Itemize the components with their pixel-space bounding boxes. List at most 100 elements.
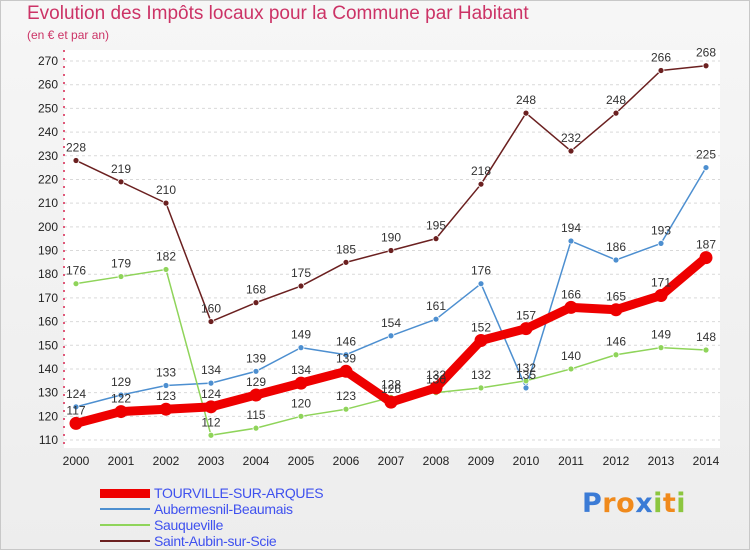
legend-label: Aubermesnil-Beaumais — [154, 501, 293, 517]
data-point — [207, 431, 215, 439]
data-point — [207, 379, 215, 387]
data-point — [702, 164, 710, 171]
data-label: 165 — [606, 290, 626, 304]
data-point — [702, 346, 710, 354]
data-point — [519, 322, 533, 336]
y-tick-label: 170 — [38, 291, 58, 305]
y-tick-label: 250 — [38, 101, 58, 115]
data-label: 228 — [66, 140, 86, 154]
chart-title: Evolution des Impôts locaux pour la Comm… — [27, 3, 529, 24]
data-label: 190 — [381, 231, 401, 245]
data-point — [657, 239, 665, 247]
data-label: 134 — [201, 363, 221, 377]
data-point — [612, 351, 620, 359]
logo-letter: t — [662, 488, 677, 519]
data-label: 129 — [246, 375, 266, 389]
data-point — [252, 367, 260, 375]
data-label: 160 — [201, 302, 221, 316]
data-label: 134 — [291, 363, 311, 377]
data-label: 152 — [471, 321, 491, 335]
x-tick-label: 2002 — [153, 454, 180, 468]
data-label: 124 — [66, 387, 86, 401]
x-tick-label: 2011 — [558, 454, 584, 468]
legend-label: Saint-Aubin-sur-Scie — [154, 533, 277, 549]
data-point — [522, 377, 530, 385]
data-point — [297, 344, 305, 352]
x-tick-label: 2012 — [603, 454, 630, 468]
data-label: 248 — [606, 93, 626, 107]
legend-swatch — [100, 524, 150, 526]
data-point — [432, 235, 440, 243]
legend-label: Sauqueville — [154, 517, 224, 533]
data-point — [204, 400, 218, 414]
data-point — [477, 280, 485, 288]
legend-item: Sauqueville — [100, 517, 400, 533]
x-tick-label: 2007 — [378, 454, 405, 468]
data-point — [249, 388, 263, 402]
data-point — [162, 266, 170, 273]
y-tick-label: 130 — [38, 386, 58, 400]
data-point — [702, 62, 710, 70]
data-label: 146 — [606, 335, 626, 349]
data-point — [117, 273, 125, 280]
data-point — [609, 303, 623, 317]
data-point — [384, 395, 398, 409]
data-point — [207, 318, 215, 325]
data-point — [657, 344, 665, 352]
data-point — [567, 365, 575, 373]
data-label: 132 — [426, 368, 446, 382]
x-tick-label: 2008 — [423, 454, 450, 468]
data-point — [477, 180, 485, 188]
data-point — [657, 67, 665, 74]
y-tick-label: 120 — [38, 409, 58, 423]
data-point — [612, 109, 620, 117]
data-label: 123 — [156, 389, 176, 403]
data-label: 193 — [651, 223, 671, 237]
y-tick-label: 200 — [38, 220, 58, 234]
data-point — [654, 289, 668, 303]
data-label: 175 — [291, 266, 311, 280]
data-label: 128 — [381, 377, 401, 391]
data-point — [117, 391, 125, 399]
x-tick-label: 2006 — [333, 454, 360, 468]
data-label: 149 — [651, 328, 671, 342]
logo-letter: P — [582, 488, 603, 519]
data-point — [117, 178, 125, 186]
data-label: 148 — [696, 330, 716, 344]
data-point — [342, 405, 350, 413]
data-label: 194 — [561, 221, 581, 235]
data-label: 135 — [516, 368, 536, 382]
logo-letter: r — [602, 488, 617, 519]
data-label: 168 — [246, 283, 266, 297]
data-label: 185 — [336, 242, 356, 256]
data-label: 166 — [561, 287, 581, 301]
y-tick-label: 140 — [38, 362, 58, 376]
legend-item: TOURVILLE-SUR-ARQUES — [100, 485, 400, 501]
data-label: 186 — [606, 240, 626, 254]
data-label: 225 — [696, 148, 716, 162]
data-point — [387, 332, 395, 340]
x-tick-label: 2010 — [513, 454, 540, 468]
data-point — [69, 416, 83, 430]
legend-swatch — [100, 540, 150, 542]
legend-item: Aubermesnil-Beaumais — [100, 501, 400, 517]
data-point — [252, 424, 260, 432]
data-point — [72, 157, 80, 164]
x-tick-label: 2014 — [693, 454, 720, 468]
data-label: 187 — [696, 238, 716, 252]
data-label: 126 — [381, 382, 401, 396]
legend-swatch — [100, 508, 150, 510]
y-tick-label: 220 — [38, 172, 58, 186]
data-label: 124 — [201, 387, 221, 401]
logo-letter: i — [676, 488, 687, 519]
data-point — [72, 403, 80, 411]
y-tick-label: 260 — [38, 78, 58, 92]
data-label: 210 — [156, 183, 176, 197]
data-label: 157 — [516, 309, 536, 323]
y-tick-label: 270 — [38, 54, 58, 68]
data-label: 248 — [516, 93, 536, 107]
data-label: 176 — [471, 264, 491, 278]
data-point — [294, 376, 308, 390]
data-label: 115 — [246, 408, 265, 422]
